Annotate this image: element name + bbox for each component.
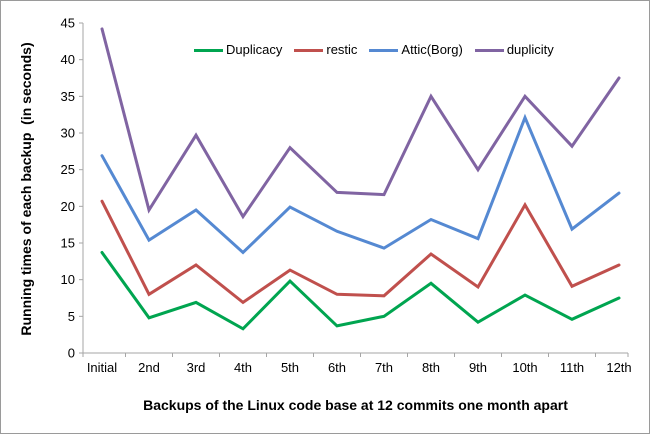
- x-tick-label: 9th: [469, 360, 487, 375]
- x-tick-label: 5th: [281, 360, 299, 375]
- legend-label: duplicity: [506, 42, 554, 57]
- x-tick-label: 11th: [560, 360, 584, 375]
- x-tick-label: Initial: [87, 360, 117, 375]
- y-axis-title: Running times of each backup (in seconds…: [18, 42, 34, 336]
- y-tick-label: 40: [61, 52, 75, 67]
- x-tick-label: 12th: [606, 360, 631, 375]
- legend-item-duplicity: duplicity: [474, 42, 554, 58]
- x-tick-label: 2nd: [138, 360, 160, 375]
- chart-legend: Duplicacy restic Attic(Borg) duplicity: [194, 42, 554, 58]
- y-tick-label: 45: [61, 16, 75, 31]
- legend-label: Duplicacy: [226, 42, 283, 57]
- line-swatch-icon: [474, 48, 504, 52]
- series-line-duplicacy: [100, 251, 621, 331]
- y-tick-label: 20: [61, 199, 75, 214]
- legend-item-attic-borg: Attic(Borg): [369, 42, 463, 58]
- legend-label: restic: [326, 42, 358, 57]
- x-tick-label: 4th: [234, 360, 252, 375]
- y-tick-label: 25: [61, 162, 75, 177]
- y-tick-label: 0: [68, 346, 75, 361]
- y-tick-label: 35: [61, 89, 75, 104]
- x-tick-label: 6th: [328, 360, 346, 375]
- x-tick-label: 7th: [375, 360, 393, 375]
- x-tick-label: 10th: [512, 360, 537, 375]
- legend-label: Attic(Borg): [401, 42, 463, 57]
- line-swatch-icon: [294, 48, 324, 52]
- x-tick-label: 3rd: [187, 360, 206, 375]
- y-tick-label: 30: [61, 126, 75, 141]
- series-line-duplicity: [100, 27, 621, 220]
- x-axis-title: Backups of the Linux code base at 12 com…: [143, 397, 568, 413]
- y-tick-label: 15: [61, 236, 75, 251]
- x-tick-label: 8th: [422, 360, 440, 375]
- line-swatch-icon: [369, 48, 399, 52]
- series-line-restic: [100, 199, 621, 305]
- y-tick-label: 5: [68, 309, 75, 324]
- y-tick-label: 10: [61, 272, 75, 287]
- legend-item-duplicacy: Duplicacy: [194, 42, 282, 58]
- line-swatch-icon: [194, 48, 223, 52]
- series-line-attic-borg-: [100, 113, 621, 255]
- legend-item-restic: restic: [294, 42, 357, 58]
